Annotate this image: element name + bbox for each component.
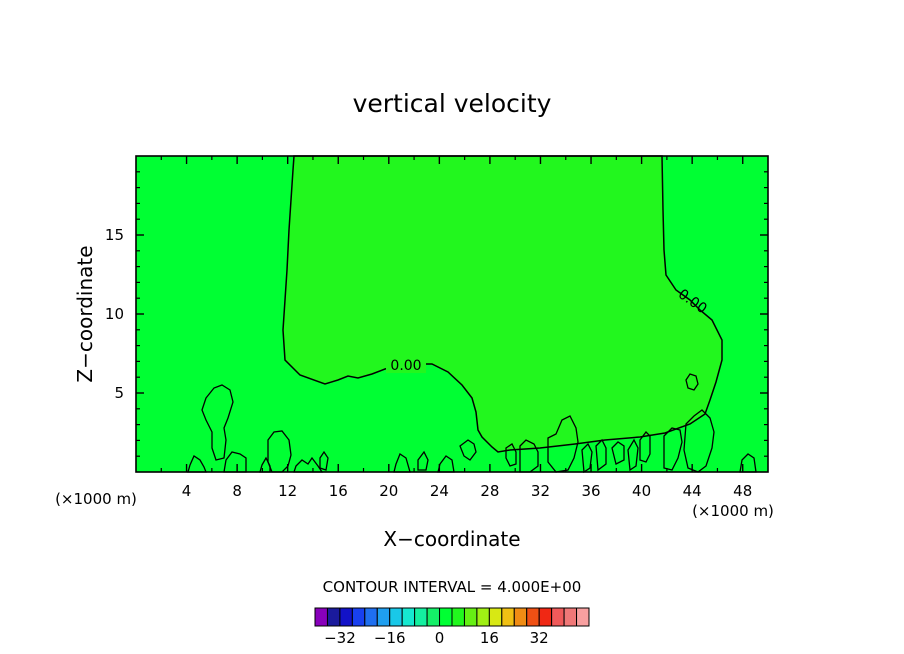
colorbar-swatch bbox=[364, 607, 378, 627]
x-tick-marks bbox=[160, 156, 744, 472]
contour-cell bbox=[417, 450, 429, 471]
colorbar-tick-label: −32 bbox=[324, 629, 356, 647]
zero-contour-region bbox=[282, 155, 723, 453]
x-tick-label: 28 bbox=[480, 482, 499, 500]
x-tick-label: 8 bbox=[232, 482, 242, 500]
contour-interval-text: CONTOUR INTERVAL = 4.000E+00 bbox=[323, 578, 582, 596]
contour-cell bbox=[595, 438, 607, 472]
contour-cell bbox=[663, 427, 683, 471]
y-tick-marks bbox=[136, 171, 768, 457]
colorbar-swatch bbox=[351, 607, 366, 627]
x-tick-label: 48 bbox=[733, 482, 752, 500]
x-tick-label: 12 bbox=[278, 482, 297, 500]
chart-title: vertical velocity bbox=[353, 89, 552, 118]
colorbar-swatch bbox=[439, 607, 453, 627]
contour-cell bbox=[683, 409, 715, 473]
colorbar-swatch bbox=[526, 607, 540, 627]
colorbar-swatch bbox=[513, 607, 528, 627]
colorbar-swatch bbox=[339, 607, 353, 627]
contour-cell bbox=[259, 456, 271, 473]
plot-area bbox=[135, 155, 769, 474]
contour-label: 0.00 bbox=[390, 358, 421, 374]
contour-cell bbox=[201, 384, 234, 461]
colorbar-labels: −32 −16 0 16 32 bbox=[324, 629, 549, 647]
y-tick-label: 5 bbox=[114, 384, 124, 402]
colorbar-tick-label: 0 bbox=[435, 629, 445, 647]
x-tick-label: 4 bbox=[182, 482, 192, 500]
contour-label-bg bbox=[386, 357, 426, 373]
x-tick-label: 32 bbox=[531, 482, 550, 500]
x-tick-label: 16 bbox=[329, 482, 348, 500]
colorbar-tick-label: 16 bbox=[480, 629, 499, 647]
colorbar-swatch bbox=[488, 607, 503, 627]
contour-cell bbox=[581, 442, 593, 474]
contour-cell bbox=[739, 453, 757, 473]
colorbar-swatch bbox=[401, 607, 416, 627]
contour-cell bbox=[437, 455, 455, 473]
colorbar-swatch bbox=[314, 607, 328, 627]
colorbar-swatch bbox=[538, 607, 553, 627]
contour-cell bbox=[393, 453, 411, 473]
colorbar-swatch bbox=[376, 607, 391, 627]
contour-cell bbox=[611, 441, 625, 465]
x-tick-label: 36 bbox=[581, 482, 600, 500]
x-tick-label: 40 bbox=[632, 482, 651, 500]
colorbar-swatch bbox=[551, 607, 565, 627]
colorbar-swatch bbox=[426, 607, 441, 627]
x-axis-label: X−coordinate bbox=[383, 527, 520, 551]
contour-cell bbox=[627, 438, 639, 472]
colorbar-swatch bbox=[563, 607, 578, 627]
contour-cell bbox=[685, 373, 699, 391]
y-tick-label: 15 bbox=[105, 226, 124, 244]
colorbar-swatch bbox=[414, 607, 428, 627]
x-tick-label: 20 bbox=[379, 482, 398, 500]
x-tick-label: 44 bbox=[683, 482, 702, 500]
colorbar-tick-label: −16 bbox=[374, 629, 406, 647]
x-tick-labels: 4 8 12 16 20 24 28 32 36 40 44 48 bbox=[182, 482, 752, 500]
colorbar-swatch bbox=[326, 607, 341, 627]
colorbar-swatch bbox=[463, 607, 478, 627]
colorbar-tick-label: 32 bbox=[530, 629, 549, 647]
y-axis-label: Z−coordinate bbox=[73, 245, 97, 382]
contour-cell bbox=[459, 439, 477, 461]
contour-cell bbox=[505, 443, 517, 467]
x-tick-label: 24 bbox=[430, 482, 449, 500]
colorbar-swatch bbox=[576, 607, 590, 627]
y-tick-labels: 5 10 15 bbox=[105, 226, 124, 402]
colorbar-swatch bbox=[389, 607, 403, 627]
contour-cell bbox=[319, 450, 329, 471]
contour-cell bbox=[547, 415, 579, 473]
x-unit-label: (×1000 m) bbox=[692, 502, 774, 520]
colorbar bbox=[314, 607, 590, 627]
colorbar-swatch bbox=[476, 607, 490, 627]
y-unit-label: (×1000 m) bbox=[55, 490, 137, 508]
contour-cell bbox=[639, 431, 651, 463]
colorbar-swatch bbox=[501, 607, 515, 627]
colorbar-swatch bbox=[451, 607, 465, 627]
y-tick-label: 10 bbox=[105, 305, 124, 323]
